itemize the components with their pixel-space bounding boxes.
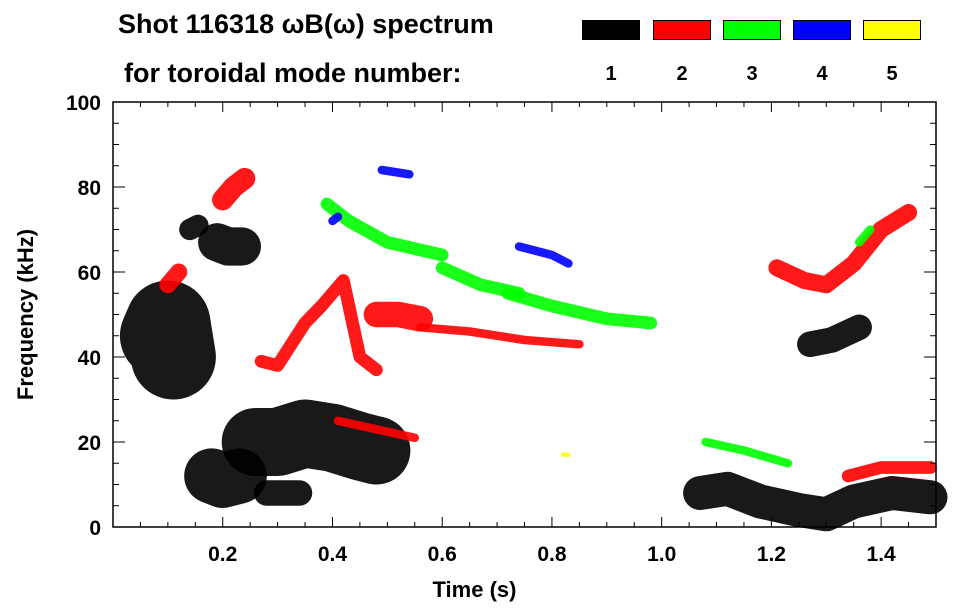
mode-1-track xyxy=(198,223,262,266)
mode-1-track xyxy=(797,314,872,358)
y-tick-label: 40 xyxy=(78,347,101,370)
mode-2-track xyxy=(768,204,918,294)
y-tick-label: 60 xyxy=(78,262,101,285)
x-tick-label: 1.0 xyxy=(647,543,676,566)
chart-title: Shot 116318 ωB(ω) spectrum xyxy=(118,9,494,39)
mode-2-track xyxy=(841,461,937,483)
mode-4-track xyxy=(377,165,414,179)
mode-4-track xyxy=(328,212,343,226)
legend-label-mode-4: 4 xyxy=(816,63,828,85)
legend-swatch-mode-1 xyxy=(582,20,640,40)
legend-swatch-mode-2 xyxy=(653,20,711,40)
x-tick-label: 1.4 xyxy=(867,543,897,566)
legend-label-mode-2: 2 xyxy=(676,63,688,85)
mode-2-track xyxy=(212,167,256,211)
mode-1-track xyxy=(683,471,948,532)
mode-3-track xyxy=(854,225,875,247)
y-axis-label: Frequency (kHz) xyxy=(13,229,38,400)
x-tick-label: 0.4 xyxy=(318,543,348,566)
legend-swatch-mode-4 xyxy=(793,20,851,40)
y-tick-label: 100 xyxy=(66,92,101,115)
x-axis-label: Time (s) xyxy=(433,577,517,602)
mode-2-track xyxy=(159,263,188,294)
mode-3-track xyxy=(320,197,449,262)
mode-1-track xyxy=(179,214,209,241)
mode-2-track xyxy=(333,416,420,443)
mode-1-track xyxy=(119,280,216,400)
mode-2-track xyxy=(416,323,584,349)
x-tick-label: 1.2 xyxy=(757,543,786,566)
mode-3-track xyxy=(501,286,658,330)
legend-label-mode-1: 1 xyxy=(605,63,617,85)
x-tick-label: 0.8 xyxy=(537,543,567,566)
mode-4-track xyxy=(514,242,573,268)
y-tick-label: 0 xyxy=(89,517,101,540)
legend-swatch-mode-3 xyxy=(723,20,781,40)
y-tick-label: 20 xyxy=(78,432,101,455)
mode-3-track xyxy=(701,437,793,468)
legend-label-mode-3: 3 xyxy=(746,63,758,85)
mode-1-track xyxy=(221,399,411,485)
y-tick-label: 80 xyxy=(78,177,101,200)
x-tick-label: 0.2 xyxy=(208,543,237,566)
x-tick-label: 0.6 xyxy=(428,543,457,566)
legend-label-mode-5: 5 xyxy=(886,63,898,85)
mode-1-track xyxy=(184,448,267,508)
mode-2-track xyxy=(254,274,383,377)
mode-2-track xyxy=(363,301,434,332)
chart-subtitle: for toroidal mode number: xyxy=(124,58,462,88)
legend-swatch-mode-5 xyxy=(863,20,921,40)
